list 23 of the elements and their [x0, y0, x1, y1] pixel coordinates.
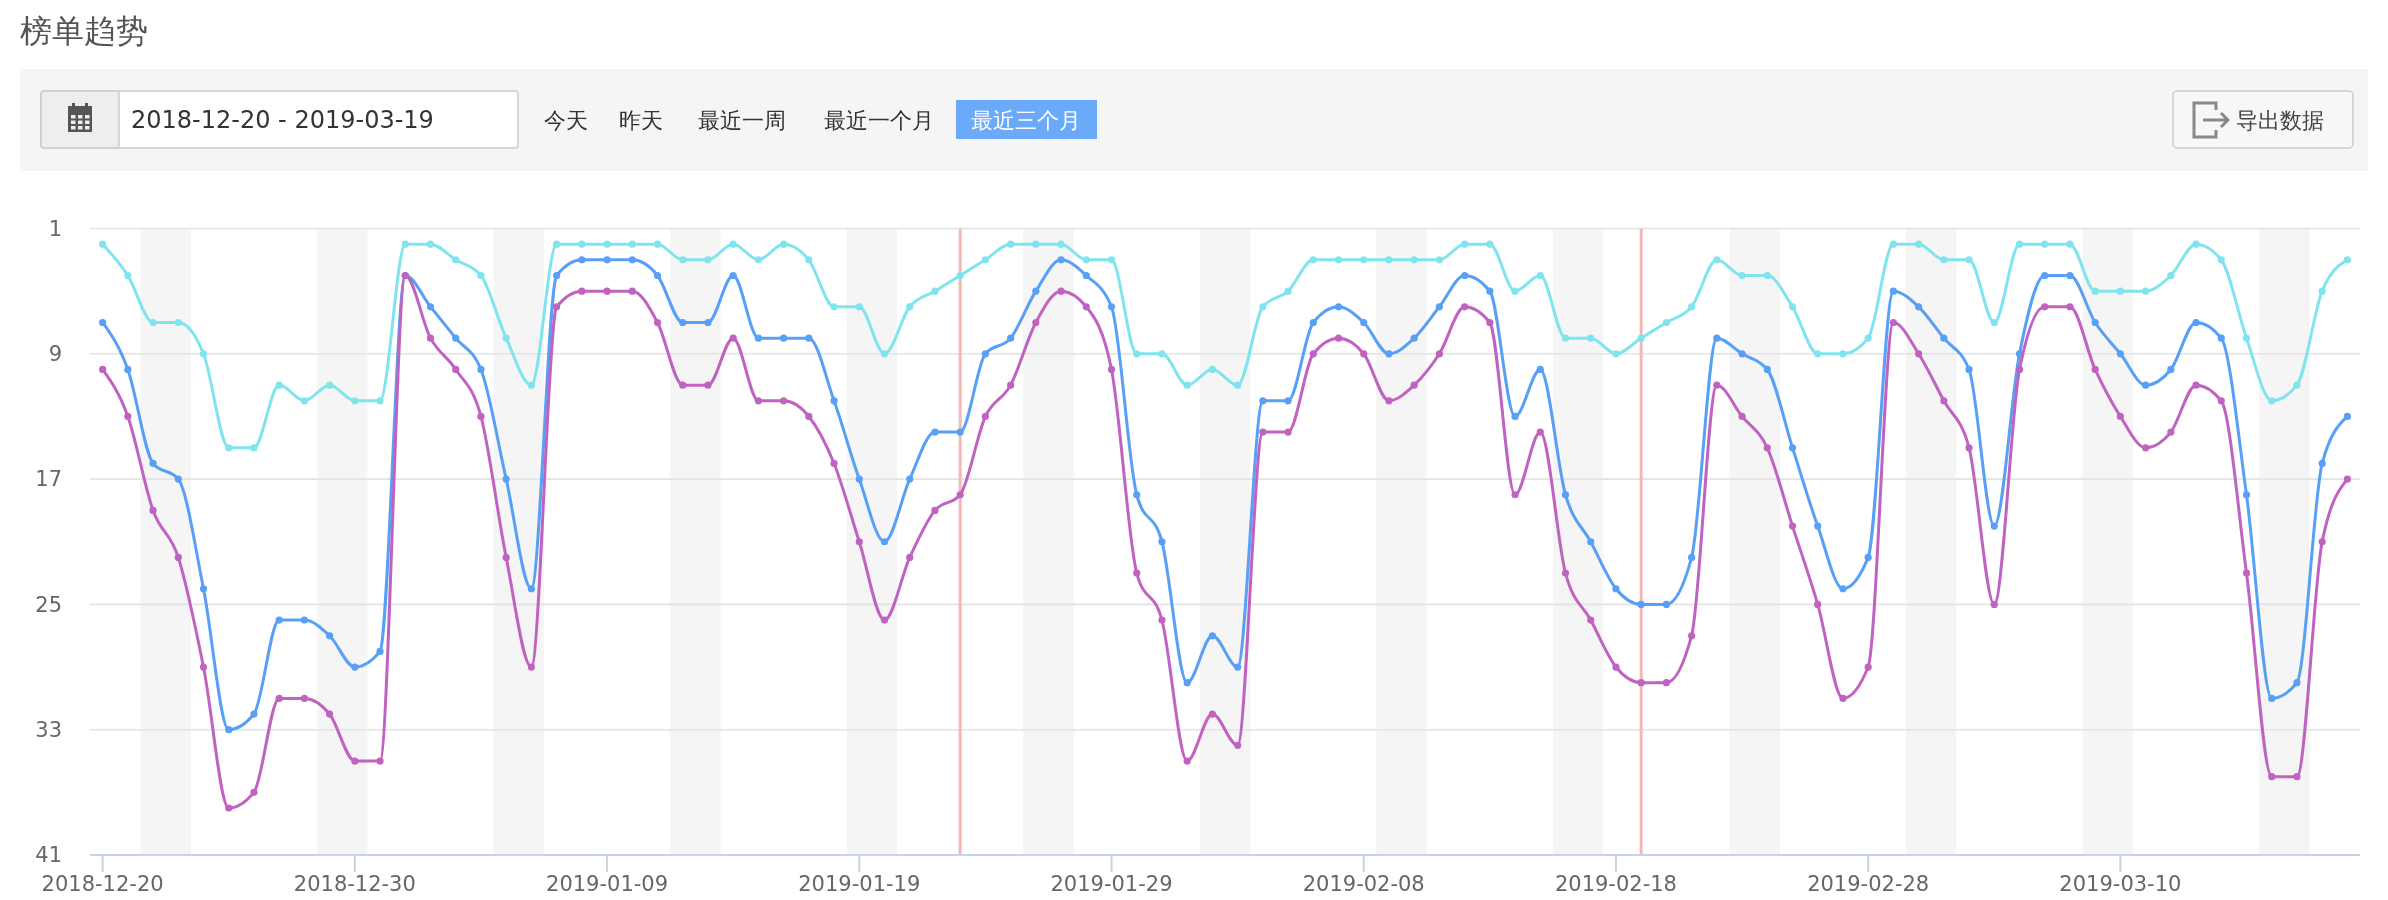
text: 最近三个月 — [971, 108, 1081, 133]
y-tick-label: 9 — [48, 342, 62, 367]
text: 2018-12-20 - 2019-03-19 — [131, 106, 434, 134]
y-tick-label: 33 — [35, 718, 62, 743]
x-tick-label: 2019-01-09 — [546, 872, 669, 896]
x-tick-label: 2018-12-20 — [41, 872, 164, 896]
text: 今天 — [544, 108, 588, 133]
x-tick-label: 2018-12-30 — [293, 872, 416, 896]
x-tick-label: 2019-02-18 — [1554, 872, 1677, 896]
x-tick-label: 2019-02-28 — [1807, 872, 1930, 896]
y-tick-label: 17 — [35, 467, 62, 492]
y-tick-label: 41 — [35, 843, 62, 868]
x-tick-label: 2019-03-10 — [2059, 872, 2182, 896]
x-tick-label: 2019-01-19 — [798, 872, 921, 896]
chart-title: 榜单趋势 — [20, 12, 148, 50]
text: 导出数据 — [2236, 108, 2324, 133]
text: 最近一周 — [698, 108, 786, 133]
y-tick-label: 25 — [35, 592, 62, 617]
x-tick-label: 2019-01-29 — [1050, 872, 1173, 896]
x-tick-label: 2019-02-08 — [1302, 872, 1425, 896]
text: 昨天 — [619, 108, 663, 133]
y-tick-label: 1 — [48, 216, 62, 241]
text: 最近一个月 — [824, 108, 934, 133]
